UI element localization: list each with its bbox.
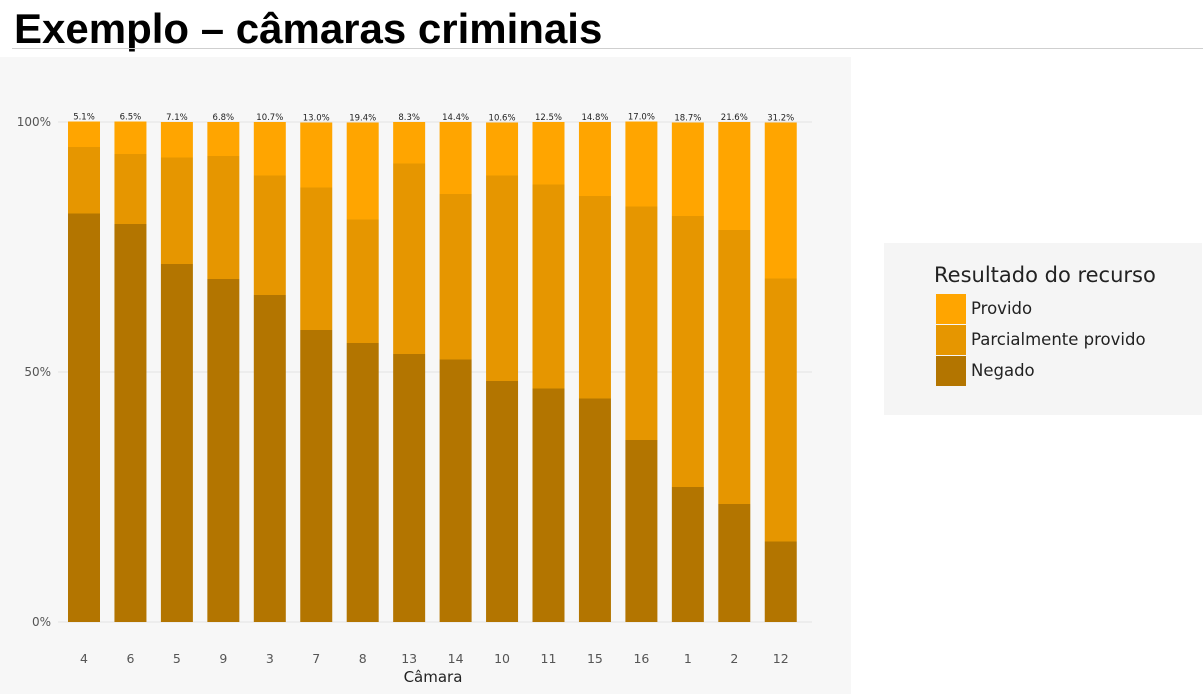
bar-segment-provido-camara-14	[439, 122, 472, 194]
x-tick-label-12: 12	[773, 651, 789, 666]
bar-segment-negado-camara-14	[439, 359, 472, 622]
y-tick-label-0: 0%	[32, 615, 51, 629]
bar-segment-provido-camara-1	[671, 122, 704, 216]
x-tick-label-1: 1	[684, 651, 692, 666]
x-tick-label-15: 15	[587, 651, 603, 666]
bar-segment-parcialmente-provido-camara-9	[207, 156, 240, 279]
bar-segment-negado-camara-13	[393, 354, 426, 622]
bar-segment-negado-camara-1	[671, 487, 704, 622]
bar-segment-provido-camara-5	[160, 122, 193, 158]
bar-segment-provido-camara-11	[532, 122, 565, 185]
bar-segment-negado-camara-3	[253, 295, 286, 622]
data-label-provido-camara-8: 19.4%	[349, 114, 376, 124]
data-label-provido-camara-7: 13.0%	[303, 114, 330, 124]
bar-segment-negado-camara-6	[114, 224, 147, 622]
x-tick-label-8: 8	[359, 651, 367, 666]
x-tick-label-10: 10	[494, 651, 510, 666]
x-tick-label-3: 3	[266, 651, 274, 666]
x-tick-label-16: 16	[633, 651, 649, 666]
x-tick-label-13: 13	[401, 651, 417, 666]
x-tick-label-7: 7	[312, 651, 320, 666]
title-divider	[12, 48, 1203, 49]
bar-segment-provido-camara-6	[114, 121, 147, 154]
bar-segment-provido-camara-4	[68, 121, 100, 147]
bar-segment-parcialmente-provido-camara-2	[718, 230, 751, 504]
legend-label-provido: Provido	[971, 299, 1033, 318]
y-tick-label-100: 100%	[17, 115, 51, 129]
x-tick-label-14: 14	[448, 651, 464, 666]
bar-segment-negado-camara-15	[578, 398, 611, 622]
bar-segment-negado-camara-9	[207, 279, 240, 622]
bar-segment-parcialmente-provido-camara-10	[486, 175, 519, 381]
bar-segment-parcialmente-provido-camara-6	[114, 154, 147, 224]
data-label-provido-camara-12: 31.2%	[767, 114, 794, 124]
data-label-provido-camara-10: 10.6%	[489, 114, 516, 124]
bar-segment-parcialmente-provido-camara-3	[253, 175, 286, 295]
bar-segment-negado-camara-5	[160, 264, 193, 622]
bar-segment-provido-camara-12	[764, 122, 797, 279]
bar-segment-parcialmente-provido-camara-13	[393, 163, 426, 354]
legend-swatch-negado	[936, 356, 966, 386]
bar-segment-parcialmente-provido-camara-4	[68, 147, 100, 214]
bar-segment-provido-camara-3	[253, 122, 286, 176]
bar-segment-parcialmente-provido-camara-15	[578, 196, 611, 399]
bar-segment-provido-camara-8	[346, 122, 379, 220]
legend-label-parcialmente-provido: Parcialmente provido	[971, 330, 1146, 349]
data-label-provido-camara-5: 7.1%	[166, 113, 188, 123]
bar-segment-negado-camara-7	[300, 330, 333, 622]
data-label-provido-camara-14: 14.4%	[442, 113, 469, 123]
x-axis-label: Câmara	[404, 668, 463, 686]
bar-segment-negado-camara-8	[346, 343, 379, 622]
bar-segment-provido-camara-13	[393, 122, 426, 164]
bar-segment-negado-camara-16	[625, 440, 658, 622]
data-label-provido-camara-9: 6.8%	[213, 113, 235, 123]
data-label-provido-camara-16: 17.0%	[628, 113, 655, 123]
x-tick-label-9: 9	[219, 651, 227, 666]
bar-segment-negado-camara-11	[532, 388, 565, 622]
legend-swatch-parcialmente-provido	[936, 325, 966, 355]
data-label-provido-camara-2: 21.6%	[721, 113, 748, 123]
bar-segment-provido-camara-7	[300, 122, 333, 188]
data-label-provido-camara-11: 12.5%	[535, 113, 562, 123]
legend-label-negado: Negado	[971, 361, 1035, 380]
x-tick-label-5: 5	[173, 651, 181, 666]
chart-legend: Resultado do recurso Provido Parcialment…	[884, 243, 1202, 415]
bar-segment-parcialmente-provido-camara-12	[764, 278, 797, 542]
data-label-provido-camara-13: 8.3%	[398, 113, 420, 123]
data-label-provido-camara-15: 14.8%	[581, 113, 608, 123]
x-tick-label-11: 11	[541, 651, 557, 666]
x-tick-label-6: 6	[126, 651, 134, 666]
bar-segment-provido-camara-15	[578, 122, 611, 196]
stacked-bar-chart: 0%50%100%81.7%13.3%5.1%479.6%14.0%6.5%67…	[17, 113, 812, 686]
x-tick-label-4: 4	[80, 651, 88, 666]
bar-segment-parcialmente-provido-camara-1	[671, 216, 704, 487]
data-label-provido-camara-4: 5.1%	[73, 113, 95, 123]
y-tick-label-50: 50%	[24, 365, 51, 379]
data-label-provido-camara-6: 6.5%	[120, 113, 142, 123]
bar-segment-provido-camara-2	[718, 122, 751, 230]
bar-segment-parcialmente-provido-camara-8	[346, 219, 379, 343]
bar-segment-parcialmente-provido-camara-7	[300, 187, 333, 330]
bar-segment-negado-camara-2	[718, 504, 751, 622]
bar-segment-provido-camara-16	[625, 121, 658, 207]
data-label-provido-camara-3: 10.7%	[256, 113, 283, 123]
x-tick-label-2: 2	[730, 651, 738, 666]
page-title: Exemplo – câmaras criminais	[14, 5, 603, 52]
bar-segment-negado-camara-4	[68, 213, 100, 622]
bar-segment-negado-camara-10	[486, 381, 519, 622]
data-label-provido-camara-1: 18.7%	[674, 114, 701, 124]
legend-swatch-provido	[936, 294, 966, 324]
bar-segment-provido-camara-9	[207, 122, 240, 156]
legend-title: Resultado do recurso	[934, 263, 1156, 287]
bar-segment-parcialmente-provido-camara-11	[532, 184, 565, 389]
bar-segment-negado-camara-12	[764, 541, 797, 622]
bar-segment-parcialmente-provido-camara-14	[439, 194, 472, 360]
bar-segment-parcialmente-provido-camara-16	[625, 206, 658, 440]
bar-segment-parcialmente-provido-camara-5	[160, 157, 193, 264]
bar-segment-provido-camara-10	[486, 122, 519, 176]
chart-panel: 0%50%100%81.7%13.3%5.1%479.6%14.0%6.5%67…	[0, 57, 851, 694]
